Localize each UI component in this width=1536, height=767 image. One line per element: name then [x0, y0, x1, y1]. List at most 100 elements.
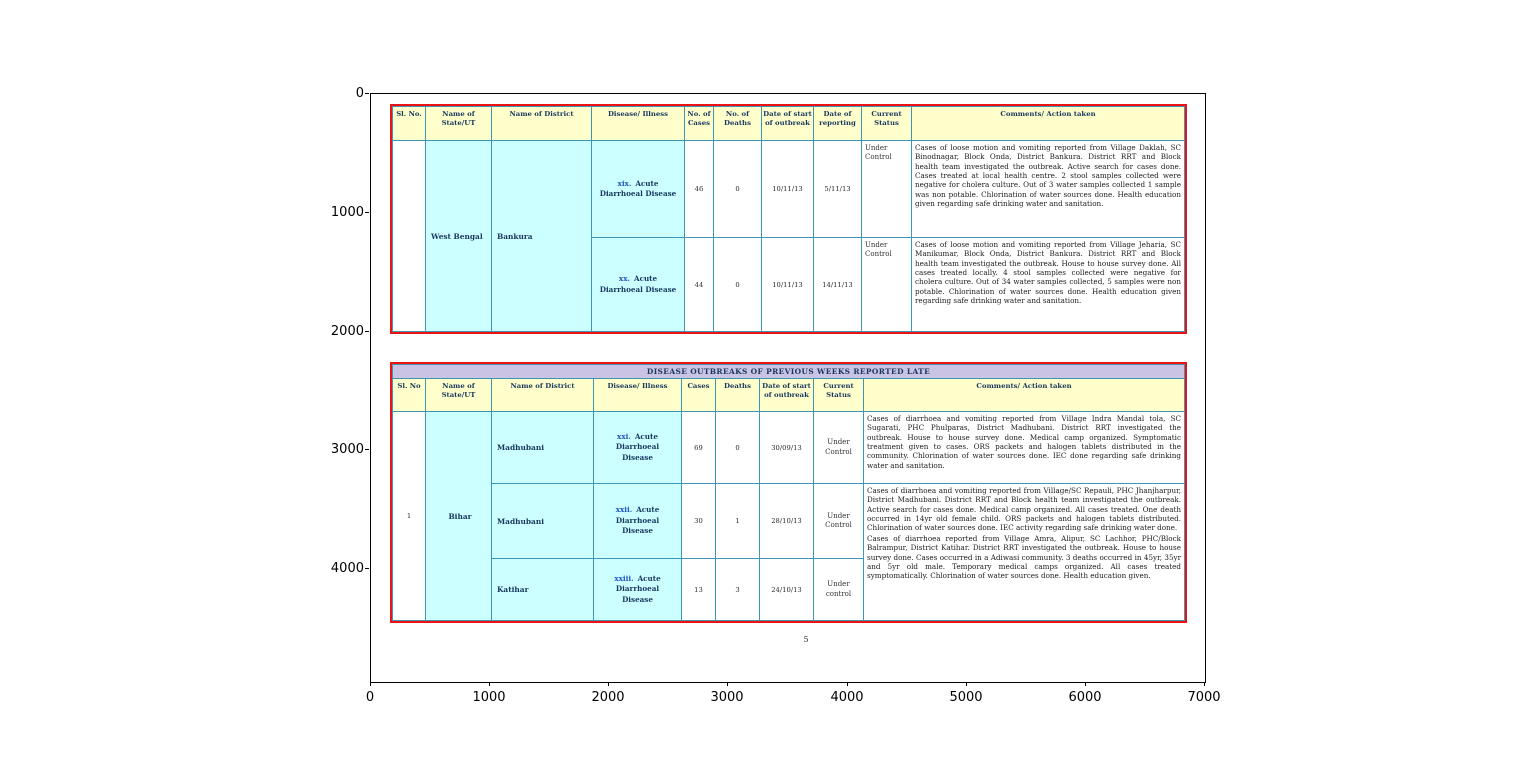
- x-tick-mark: [1204, 682, 1205, 686]
- disease-roman-numeral: xxii.: [615, 505, 633, 515]
- cell-state: West Bengal: [425, 140, 492, 332]
- cell-status: Under Control: [861, 237, 912, 332]
- late-outbreak-row: Katihar xxiii. Acute Diarrhoeal Disease 1…: [393, 558, 1185, 621]
- col-header-state: Name of State/UT: [425, 106, 492, 141]
- plot-axes: Sl. No. Name of State/UT Name of Distric…: [370, 93, 1206, 683]
- x-tick-mark: [608, 682, 609, 686]
- col-header-start-date: Date of start of outbreak: [759, 378, 814, 412]
- cell-sl-no: [392, 140, 426, 332]
- disease-name: Acute Diarrhoeal Disease: [599, 178, 677, 198]
- cell-reporting-date: 14/11/13: [813, 237, 862, 332]
- cell-state: Bihar: [425, 411, 492, 621]
- x-tick-mark: [966, 682, 967, 686]
- cell-cases: 13: [681, 558, 716, 621]
- col-header-deaths: Deaths: [715, 378, 760, 412]
- col-header-sl-no: Sl. No.: [392, 106, 426, 141]
- col-header-status: Current Status: [813, 378, 864, 412]
- cell-comments: Cases of loose motion and vomiting repor…: [911, 237, 1185, 332]
- disease-name: Acute Diarrhoeal Disease: [599, 274, 677, 294]
- outbreak-table-wrap: Sl. No. Name of State/UT Name of Distric…: [390, 104, 1187, 334]
- cell-start-date: 10/11/13: [761, 140, 814, 238]
- col-header-reporting-date: Date of reporting: [813, 106, 862, 141]
- col-header-district: Name of District: [491, 378, 594, 412]
- cell-start-date: 24/10/13: [759, 558, 814, 621]
- cell-district: Bankura: [491, 140, 592, 332]
- x-tick-mark: [489, 682, 490, 686]
- cell-deaths: 0: [713, 140, 762, 238]
- cell-district: Madhubani: [491, 483, 594, 559]
- col-header-cases: No. of Cases: [684, 106, 714, 141]
- col-header-deaths: No. of Deaths: [713, 106, 762, 141]
- x-tick-label: 7000: [1187, 690, 1221, 705]
- x-tick-label: 4000: [830, 690, 864, 705]
- x-tick-mark: [1085, 682, 1086, 686]
- y-tick-mark: [365, 93, 369, 94]
- cell-district: Katihar: [491, 558, 594, 621]
- table-banner-row: DISEASE OUTBREAKS OF PREVIOUS WEEKS REPO…: [391, 364, 1186, 379]
- cell-sl-no: 1: [392, 411, 426, 621]
- cell-disease: xix. Acute Diarrhoeal Disease: [591, 140, 685, 238]
- late-outbreak-row: 1 Bihar Madhubani xxi. Acute Diarrhoeal D…: [392, 411, 1186, 621]
- x-tick-mark: [727, 682, 728, 686]
- cell-start-date: 28/10/13: [759, 483, 814, 559]
- disease-roman-numeral: xxi.: [617, 431, 631, 441]
- x-tick-mark: [847, 682, 848, 686]
- x-tick-label: 5000: [949, 690, 983, 705]
- cell-district: Madhubani: [491, 411, 594, 484]
- disease-roman-numeral: xx.: [618, 274, 630, 284]
- x-tick-label: 2000: [591, 690, 625, 705]
- cell-status: Under Control: [861, 140, 912, 238]
- y-tick-label: 3000: [330, 442, 364, 457]
- cell-deaths: 1: [715, 483, 760, 559]
- cell-cases: 30: [681, 483, 716, 559]
- outbreak-row: West Bengal Bankura xix. Acute Diarrhoeal…: [392, 140, 1185, 332]
- col-header-state: Name of State/UT: [425, 378, 492, 412]
- cell-cases: 69: [681, 411, 716, 484]
- cell-comments: Cases of loose motion and vomiting repor…: [911, 140, 1185, 238]
- cell-status: Under Control: [813, 411, 864, 484]
- disease-name: Acute Diarrhoeal Disease: [615, 431, 660, 462]
- col-header-district: Name of District: [491, 106, 592, 141]
- cell-cases: 46: [684, 140, 714, 238]
- cell-deaths: 3: [715, 558, 760, 621]
- cell-comments-merged: Cases of diarrhoea and vomiting reported…: [862, 483, 1186, 621]
- comment-paragraph: Cases of diarrhoea reported from Village…: [867, 533, 1182, 581]
- cell-disease: xxi. Acute Diarrhoeal Disease: [593, 411, 682, 484]
- col-header-disease: Disease/ Illness: [593, 378, 682, 412]
- y-tick-mark: [365, 449, 369, 450]
- cell-cases: 44: [684, 237, 714, 332]
- x-tick-label: 3000: [710, 690, 744, 705]
- cell-reporting-date: 5/11/13: [813, 140, 862, 238]
- cell-status: Under Control: [813, 483, 864, 559]
- y-tick-label: 2000: [330, 324, 364, 339]
- comment-paragraph: Cases of diarrhoea and vomiting reported…: [867, 486, 1182, 533]
- x-tick-label: 1000: [472, 690, 506, 705]
- y-tick-mark: [365, 212, 369, 213]
- disease-roman-numeral: xix.: [617, 178, 632, 188]
- x-tick-label: 6000: [1068, 690, 1102, 705]
- late-outbreak-row: Madhubani xxii. Acute Diarrhoeal Disease …: [393, 483, 1186, 621]
- y-tick-label: 1000: [330, 205, 364, 220]
- cell-disease: xx. Acute Diarrhoeal Disease: [591, 237, 685, 332]
- table-header-row: Sl. No Name of State/UT Name of District…: [392, 378, 1186, 412]
- document-page: Sl. No. Name of State/UT Name of Distric…: [371, 94, 1205, 682]
- outbreak-table: Sl. No. Name of State/UT Name of Distric…: [392, 106, 1185, 332]
- cell-deaths: 0: [713, 237, 762, 332]
- table-banner: DISEASE OUTBREAKS OF PREVIOUS WEEKS REPO…: [391, 364, 1186, 379]
- cell-disease: xxii. Acute Diarrhoeal Disease: [593, 483, 682, 559]
- cell-status: Under control: [813, 558, 864, 621]
- y-tick-label: 0: [355, 86, 364, 101]
- col-header-comments: Comments/ Action taken: [911, 106, 1185, 141]
- x-tick-mark: [370, 682, 371, 686]
- x-tick-label: 0: [365, 690, 375, 705]
- outbreak-row: xx. Acute Diarrhoeal Disease 44 0 10/11/1…: [393, 237, 1185, 332]
- y-tick-mark: [365, 331, 369, 332]
- late-outbreak-table-wrap: DISEASE OUTBREAKS OF PREVIOUS WEEKS REPO…: [390, 362, 1188, 623]
- cell-start-date: 10/11/13: [761, 237, 814, 332]
- col-header-status: Current Status: [861, 106, 912, 141]
- col-header-comments: Comments/ Action taken: [862, 378, 1186, 412]
- page-number: 5: [803, 635, 809, 644]
- disease-name: Acute Diarrhoeal Disease: [615, 505, 660, 536]
- y-tick-label: 4000: [330, 561, 364, 576]
